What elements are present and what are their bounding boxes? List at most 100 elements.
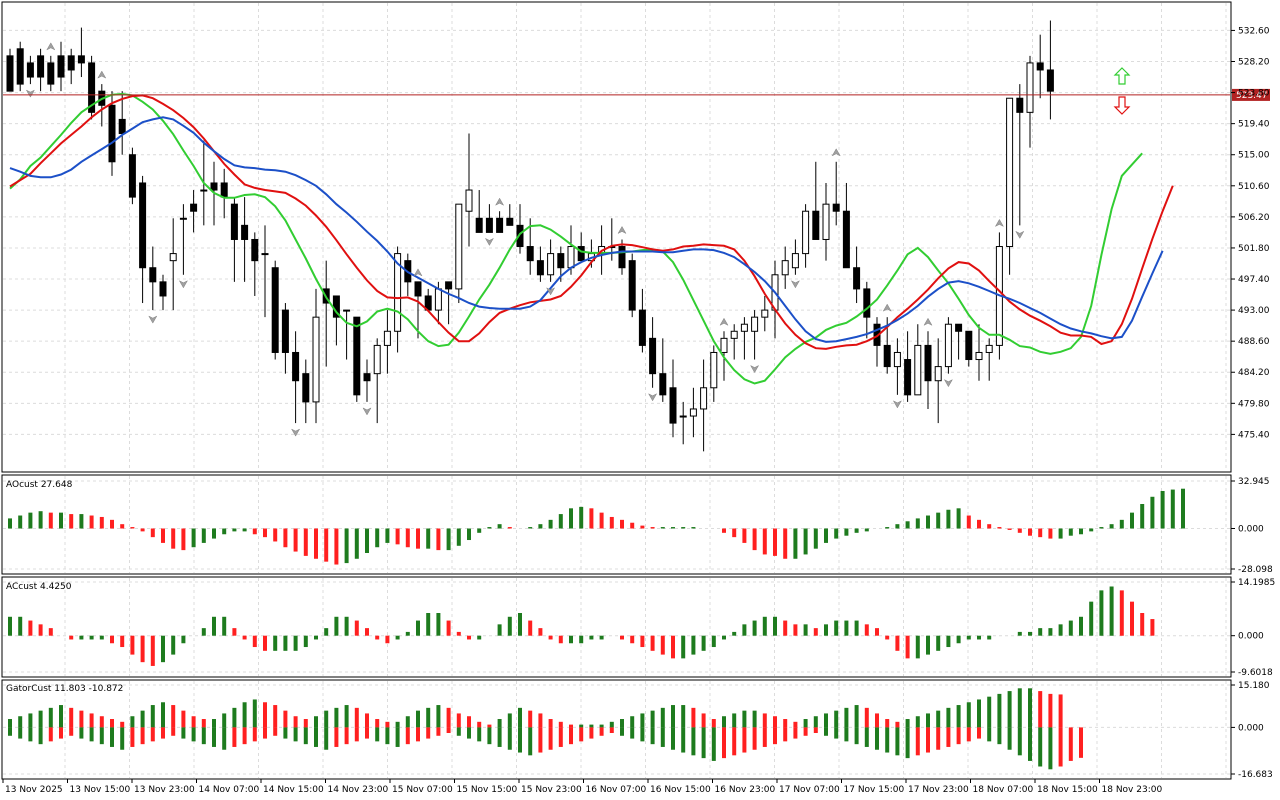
candle-body [88, 62, 96, 113]
x-tick-label: 15 Nov 15:00 [457, 785, 518, 795]
y-tick-label: 14.1985 [1238, 578, 1275, 588]
gator-histogram [8, 688, 1083, 770]
main-panel-frame [1, 1, 1232, 473]
candle-body [720, 337, 728, 353]
candle-body [16, 48, 24, 85]
candle-body [659, 373, 667, 396]
y-tick-label: 32.945 [1238, 477, 1270, 487]
ao-histogram [8, 488, 1185, 565]
fractal-down-icon [892, 400, 903, 409]
y-tick-label: 519.40 [1238, 120, 1270, 130]
y-tick-label: 501.80 [1238, 244, 1270, 254]
fractal-up-icon [719, 317, 729, 326]
candle-body [281, 309, 289, 353]
candle-body [506, 217, 514, 226]
fractal-up-icon [494, 197, 505, 206]
x-axis: 13 Nov 2025 13 Nov 15:00 13 Nov 23:00 14 No… [2, 779, 1162, 795]
arrow-up-icon [1113, 67, 1131, 85]
y-axis-main: 532.60 528.20 523.80 519.40 515.00 510.60 506.… [1231, 26, 1270, 440]
candle-body [842, 210, 850, 269]
candle-body [781, 260, 789, 276]
candle-body [445, 281, 453, 290]
candle-body [383, 330, 391, 346]
candle-body [904, 359, 912, 396]
candle-body [710, 351, 718, 389]
y-tick-label: 515.00 [1238, 151, 1270, 161]
y-tick-label: 523.80 [1238, 89, 1270, 99]
candles [6, 20, 1054, 452]
y-tick-label: 528.20 [1238, 57, 1270, 67]
x-tick-label: 13 Nov 15:00 [70, 785, 131, 795]
candle-body [26, 62, 34, 78]
candle-body [802, 210, 810, 255]
signal-arrows [1113, 67, 1131, 115]
x-tick-label: 18 Nov 07:00 [973, 785, 1034, 795]
candle-body [343, 309, 351, 312]
gator-title: GatorCust 11.803 -10.872 [6, 684, 123, 694]
fractal-up-icon [413, 268, 423, 277]
alligator-lines [9, 92, 1174, 385]
fractal-up-icon [994, 218, 1005, 228]
candle-body [832, 203, 840, 212]
candle-body [373, 344, 381, 375]
candle-body [669, 387, 677, 424]
y-tick-label: 15.180 [1238, 681, 1270, 691]
candle-body [557, 253, 565, 269]
alligator-line [9, 116, 1164, 343]
candle-body [169, 253, 177, 262]
x-tick-label: 17 Nov 23:00 [908, 785, 969, 795]
ao-title: AOcust 27.648 [6, 480, 73, 490]
candle-body [179, 217, 187, 220]
candle-body [965, 330, 973, 361]
candle-body [567, 246, 575, 269]
candle-body [251, 238, 259, 262]
candle-body [1026, 62, 1034, 113]
candle-body [200, 189, 208, 192]
candle-body [6, 55, 14, 92]
candle-body [77, 55, 85, 64]
x-tick-label: 17 Nov 15:00 [844, 785, 905, 795]
candle-body [394, 253, 402, 332]
candle-body [955, 323, 963, 332]
y-tick-label: 493.00 [1238, 306, 1270, 316]
x-tick-label: 13 Nov 2025 [5, 785, 63, 795]
candle-body [934, 366, 942, 382]
candle-body [526, 246, 534, 262]
candle-body [536, 260, 544, 276]
current-price-label: 523.47 [1236, 91, 1268, 101]
candle-body [475, 217, 483, 233]
candle-body [465, 189, 473, 212]
candle-body [944, 323, 952, 368]
candle-body [149, 267, 157, 283]
fractal-down-icon [362, 407, 372, 416]
candle-body [118, 118, 126, 135]
arrow-down-icon [1113, 96, 1131, 115]
candle-body [751, 316, 759, 332]
fractal-down-icon [1015, 230, 1025, 239]
x-tick-label: 14 Nov 23:00 [328, 785, 389, 795]
y-tick-label: -16.683 [1238, 770, 1273, 780]
candle-body [516, 224, 524, 248]
candle-body [863, 288, 871, 318]
fractal-up-icon [882, 303, 892, 312]
x-tick-label: 16 Nov 15:00 [650, 785, 711, 795]
candle-body [128, 154, 136, 198]
candle-body [485, 217, 493, 233]
candle-body [302, 373, 310, 403]
fractal-down-icon [943, 379, 954, 388]
candle-body [547, 253, 555, 276]
current-price-line: 523.47 [3, 88, 1270, 101]
candle-body [1036, 62, 1044, 71]
candle-body [139, 182, 147, 269]
candle-body [730, 330, 738, 339]
candle-body [791, 253, 799, 269]
fractal-down-icon [148, 315, 158, 324]
candle-body [628, 260, 636, 311]
x-tick-label: 15 Nov 07:00 [392, 785, 453, 795]
candle-body [618, 246, 626, 269]
candle-body [190, 203, 198, 212]
fractal-down-icon [790, 280, 801, 289]
y-tick-label: 497.40 [1238, 275, 1270, 285]
y-tick-label: -9.6018 [1238, 668, 1273, 678]
